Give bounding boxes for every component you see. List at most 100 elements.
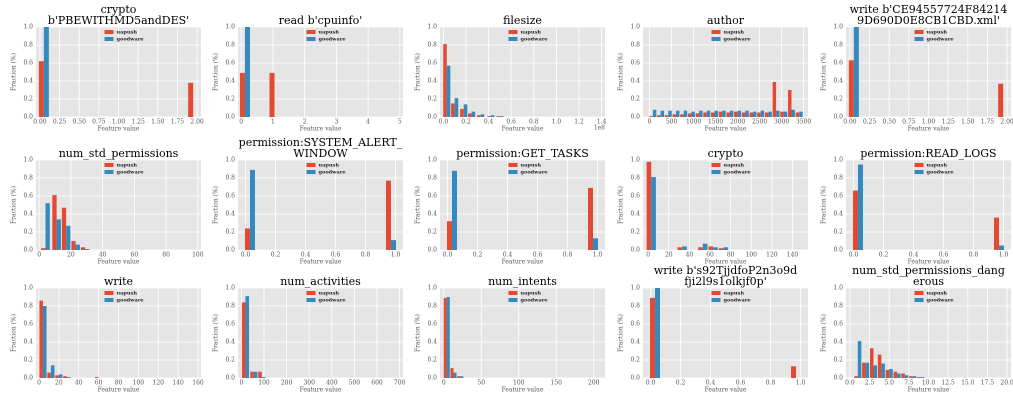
y-tick-label: 0.0 [23,114,33,121]
legend-swatch [104,163,114,167]
chart-title: WINDOW [293,147,348,160]
bar [460,376,464,378]
x-tick-label: 20 [665,252,673,259]
bar [55,375,59,378]
x-tick-label: 0.4 [484,119,494,126]
chart-title: write [104,275,133,288]
x-tick-label: 40 [75,380,83,387]
chart-title: erous [913,275,944,288]
bar [41,248,46,250]
x-tick-label: 0.25 [53,119,67,126]
bar [668,110,672,117]
bar [729,110,734,117]
bar [791,109,795,117]
y-tick-label: 0.4 [833,78,843,85]
x-tick-label: 140 [787,252,799,259]
bar [664,115,669,117]
bar [452,170,457,250]
bar [245,228,250,250]
bar [698,247,703,250]
y-tick-label: 0.2 [23,229,33,236]
plot-area [643,160,808,250]
x-axis-label: Feature value [300,126,342,133]
x-tick-label: 0.6 [533,252,543,259]
bar [443,44,447,117]
bar [446,65,451,117]
x-tick-label: 0.50 [73,119,87,126]
bar [85,249,90,250]
bar [250,169,255,250]
x-tick-label: 0.75 [902,119,916,126]
bar [737,110,742,117]
legend-label: uapush [521,291,542,297]
bar [95,377,99,378]
y-tick-label: 0.6 [630,60,640,67]
x-tick-label: 400 [326,380,338,387]
bar [680,114,684,117]
y-tick-label: 0.6 [427,321,437,328]
x-tick-label: 10.0 [922,380,936,387]
legend-label: goodware [927,298,954,304]
x-tick-label: 0.2 [461,119,471,126]
y-tick-label: 0.2 [833,229,843,236]
y-axis-label: Fraction (%) [213,314,220,352]
bar [897,373,901,378]
y-tick-label: 0.0 [833,247,843,254]
bar [253,371,258,378]
chart-title: fji2l9s1olkjf0p' [684,275,767,288]
bar [261,377,266,378]
y-tick-label: 0.0 [833,114,843,121]
x-tick-label: 0.0 [439,119,449,126]
bar [660,110,665,117]
x-tick-label: 0.2 [676,380,686,387]
y-axis-label: Fraction (%) [11,186,18,224]
x-axis-label: Feature value [300,387,342,394]
x-tick-label: 600 [371,380,383,387]
y-tick-label: 0.6 [427,193,437,200]
bar [858,164,863,250]
bar [749,112,753,117]
legend-swatch [711,291,721,295]
legend-label: uapush [724,163,745,169]
y-tick-label: 0.8 [225,303,235,310]
chart-title: permission:SYSTEM_ALERT_ [239,136,403,149]
bar [726,112,730,117]
bar [848,60,854,117]
bar [677,247,683,250]
legend-label: goodware [927,37,954,43]
y-tick-label: 0.8 [630,175,640,182]
x-tick-label: 0.6 [331,252,341,259]
y-tick-label: 0.4 [630,211,640,218]
x-tick-label: 1.0 [391,252,401,259]
x-tick-label: 1500 [708,119,723,126]
legend-label: goodware [724,37,751,43]
x-axis-label: Feature value [908,259,950,266]
bar [241,302,246,378]
bar [650,297,655,378]
bar [457,376,461,378]
bar [487,116,491,117]
legend-swatch [711,163,721,167]
x-tick-label: 0.6 [506,119,516,126]
x-tick-label: 2.5 [865,380,875,387]
bar [450,368,454,378]
y-tick-label: 0.6 [225,321,235,328]
legend-swatch [711,30,721,34]
y-tick-label: 0.8 [225,175,235,182]
bar [499,116,504,117]
x-tick-label: 12.5 [941,380,955,387]
bar [795,112,800,117]
legend-swatch [711,37,721,41]
bar [734,111,738,117]
bar [695,113,700,117]
y-tick-label: 0.6 [23,193,33,200]
bar [877,354,882,378]
bar [783,111,788,117]
bar [702,243,708,250]
x-tick-label: 120 [153,380,165,387]
y-tick-label: 0.8 [427,303,437,310]
x-tick-label: 100 [192,252,204,259]
bar [854,376,858,378]
x-tick-label: 1.25 [131,119,145,126]
y-tick-label: 1.0 [23,285,33,292]
